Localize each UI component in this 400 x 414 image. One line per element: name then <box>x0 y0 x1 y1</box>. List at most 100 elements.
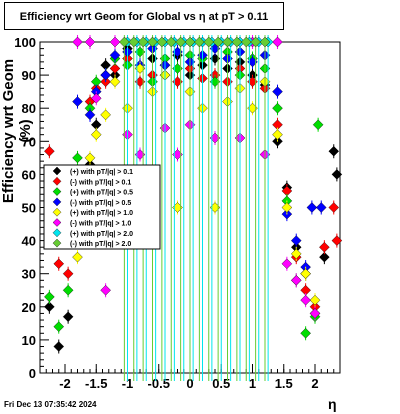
legend-entry: (-) with pT/|q| > 1.0 <box>70 221 131 228</box>
y-tick-label: 100 <box>14 35 36 50</box>
data-point <box>319 241 330 253</box>
legend-marker <box>52 166 62 176</box>
y-tick-label: 10 <box>22 333 36 348</box>
y-axis-ticks: 0 10 20 30 40 50 60 70 80 90 100 <box>14 35 49 381</box>
data-point <box>312 119 324 131</box>
y-tick-label: 70 <box>22 134 36 149</box>
legend-marker <box>52 218 62 227</box>
data-point <box>109 63 121 74</box>
data-point <box>109 76 121 88</box>
x-tick-label: -1 <box>122 376 134 391</box>
data-point <box>100 109 111 121</box>
y-tick-label: 90 <box>22 68 36 83</box>
data-point <box>203 36 215 48</box>
data-point <box>165 36 177 48</box>
data-point <box>62 268 74 279</box>
data-point <box>194 36 205 48</box>
data-point <box>62 284 74 296</box>
data-point <box>300 268 311 279</box>
data-point <box>109 49 121 61</box>
data-point <box>272 102 283 114</box>
legend-marker <box>52 187 62 196</box>
data-point <box>84 152 96 164</box>
data-point <box>137 36 149 48</box>
data-point <box>84 36 96 48</box>
data-point <box>72 251 83 263</box>
data-point <box>281 202 293 213</box>
data-point <box>272 36 283 48</box>
data-point <box>331 169 343 180</box>
y-tick-label: 60 <box>22 167 36 182</box>
data-point <box>272 86 283 97</box>
timestamp: Fri Dec 13 07:35:42 2024 <box>4 400 97 409</box>
data-point <box>72 36 83 48</box>
legend-marker <box>52 207 62 217</box>
legend: (+) with pT/|q| > 0.1 (-) with pT/|q| > 0… <box>43 164 161 250</box>
data-point <box>306 202 318 213</box>
data-point <box>184 36 196 48</box>
y-tick-label: 50 <box>22 201 36 216</box>
data-point <box>84 109 96 121</box>
x-tick-label: -0.5 <box>148 376 170 391</box>
data-point <box>156 36 168 48</box>
data-point <box>240 36 252 48</box>
data-point <box>62 311 74 323</box>
x-tick-label: 0.5 <box>212 376 230 391</box>
data-point <box>300 294 311 306</box>
data-point <box>147 36 158 48</box>
data-point <box>72 152 83 164</box>
data-point <box>319 251 330 263</box>
y-tick-label: 30 <box>22 267 36 282</box>
y-tick-label: 80 <box>22 101 36 116</box>
data-point <box>53 321 65 332</box>
x-tick-label: 1.5 <box>275 376 293 391</box>
data-point <box>128 36 140 48</box>
data-point <box>44 145 55 157</box>
legend-marker <box>52 228 62 238</box>
y-tick-label: 20 <box>22 300 36 315</box>
legend-entry: (-) with pT/|q| > 0.5 <box>70 200 131 207</box>
data-point <box>309 308 321 319</box>
data-point <box>290 235 302 246</box>
data-point <box>44 301 55 313</box>
y-axis-label: Efficiency wrt Geom (%) <box>0 58 34 204</box>
x-tick-label: 0 <box>186 376 193 391</box>
legend-marker <box>52 238 62 248</box>
data-point <box>309 294 321 306</box>
data-point <box>44 291 55 303</box>
data-point <box>328 202 340 213</box>
legend-entry: (+) with pT/|q| > 0.5 <box>70 190 133 197</box>
data-point <box>290 248 302 260</box>
data-point <box>90 129 102 140</box>
data-point <box>331 235 343 246</box>
x-tick-label: -2 <box>59 376 71 391</box>
x-tick-label: 2 <box>311 376 318 391</box>
data-point <box>281 258 293 270</box>
x-tick-label: -1.5 <box>85 376 107 391</box>
data-point <box>290 275 302 286</box>
data-point <box>100 69 111 81</box>
data-point <box>315 202 327 213</box>
data-point <box>90 92 102 104</box>
legend-marker <box>52 197 62 207</box>
legend-marker <box>52 177 62 186</box>
data-point <box>100 284 111 296</box>
legend-entry: (-) with pT/|q| > 0.1 <box>70 179 131 186</box>
data-point <box>328 145 340 157</box>
data-point <box>300 327 311 339</box>
legend-entry: (+) with pT/|q| > 1.0 <box>70 210 133 217</box>
data-point <box>72 96 83 107</box>
data-point <box>231 36 243 48</box>
data-point <box>53 258 65 270</box>
legend-entry: (-) with pT/|q| > 2.0 <box>70 241 131 248</box>
data-point <box>212 36 224 48</box>
x-axis-label: η <box>328 396 337 412</box>
data-point <box>250 36 261 48</box>
legend-entry: (+) with pT/|q| > 0.1 <box>70 169 133 176</box>
data-point <box>175 36 186 48</box>
chart-title: Efficiency wrt Geom for Global vs η at p… <box>4 2 284 30</box>
data-point <box>272 129 283 140</box>
y-tick-label: 40 <box>22 234 36 249</box>
data-point <box>53 341 65 352</box>
